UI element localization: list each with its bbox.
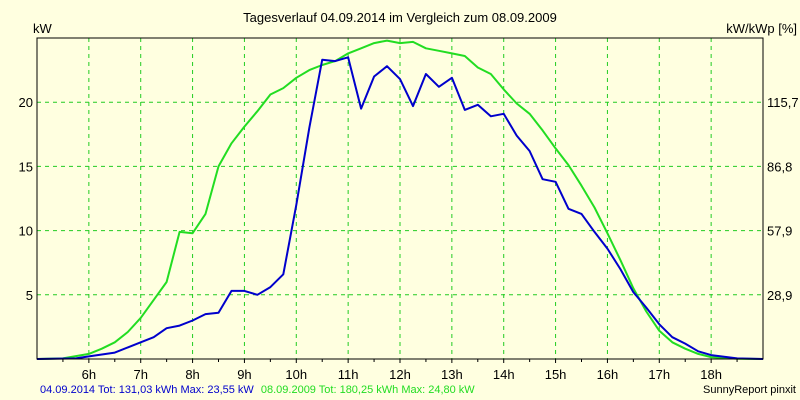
legend-series-2: 08.09.2009 Tot: 180,25 kWh Max: 24,80 kW: [261, 384, 475, 396]
y2-tick-label: 86,8: [767, 159, 792, 174]
y-tick-label: 20: [19, 95, 33, 110]
series-line-1: [36, 56, 764, 360]
x-tick-label: 9h: [237, 367, 251, 382]
plot-frame: [36, 37, 764, 360]
x-tick-label: 17h: [648, 367, 670, 382]
x-tick-label: 12h: [389, 367, 411, 382]
y2-tick-label: 115,7: [767, 95, 799, 110]
chart-title: Tagesverlauf 04.09.2014 im Vergleich zum…: [243, 10, 557, 25]
y-tick-label: 5: [26, 288, 33, 303]
series-lines: [36, 39, 764, 360]
y-tick-label: 15: [19, 159, 33, 174]
x-tick-label: 7h: [133, 367, 147, 382]
x-tick-label: 11h: [338, 367, 359, 382]
legend-series-1: 04.09.2014 Tot: 131,03 kWh Max: 23,55 kW: [40, 384, 254, 396]
x-tick-label: 10h: [285, 367, 307, 382]
axes: [36, 37, 764, 363]
y2-axis-label: kW/kWp [%]: [726, 21, 797, 36]
x-tick-label: 18h: [700, 367, 722, 382]
svg-text:04.09.2014 Tot: 131,03 kWh Max: 04.09.2014 Tot: 131,03 kWh Max: 23,55 kW…: [40, 384, 475, 396]
series-line-2: [36, 39, 764, 360]
y2-tick-label: 28,9: [767, 288, 792, 303]
tick-labels: 5 10 15 20 28,9 57,9 86,8 115,7 6h 7h 8h 9h 10h 11h 12…: [19, 95, 799, 382]
y-axis-label: kW: [33, 21, 53, 36]
x-tick-label: 15h: [545, 367, 567, 382]
credit-text: SunnyReport pinxit: [703, 384, 796, 396]
x-tick-label: 8h: [185, 367, 199, 382]
x-tick-label: 14h: [493, 367, 515, 382]
x-tick-label: 16h: [597, 367, 619, 382]
x-tick-label: 6h: [82, 367, 96, 382]
y2-tick-label: 57,9: [767, 224, 792, 239]
x-tick-label: 13h: [441, 367, 463, 382]
y-tick-label: 10: [19, 224, 33, 239]
